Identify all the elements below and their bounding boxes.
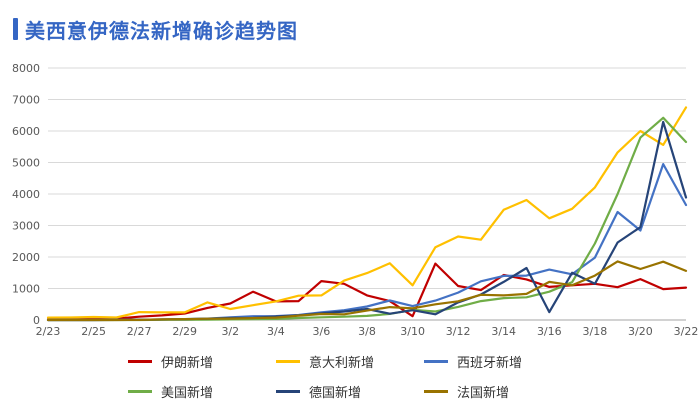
legend-label: 法国新增 [457,386,510,401]
legend-item: 德国新增 [276,382,424,401]
legend-marker [128,390,152,393]
y-axis-label: 2000 [12,251,40,264]
trend-chart: 0 1000 2000 3000 4000 5000 6000 7000 8000 2/23 2/2… [12,62,699,338]
legend-marker [424,360,448,363]
x-axis-label: 2/23 [36,325,61,338]
legend-marker [276,360,300,363]
x-axis-label: 3/8 [358,325,376,338]
y-axis-label: 7000 [12,94,40,107]
y-axis-label: 4000 [12,188,40,201]
series-line-意大利新增 [46,106,688,319]
legend-marker [128,360,152,363]
legend-label: 伊朗新增 [161,356,214,371]
x-axis-label: 2/25 [81,325,106,338]
legend: 伊朗新增 意大利新增 西班牙新增美国新增 德国新增 法国新增 [0,352,700,401]
y-axis-label: 5000 [12,157,40,170]
y-axis-label: 0 [33,314,40,327]
x-axis-label: 3/22 [674,325,699,338]
title-bar-decoration [13,18,18,40]
legend-label: 美国新增 [161,386,214,401]
legend-item: 西班牙新增 [424,352,572,371]
x-axis-label: 3/10 [400,325,425,338]
x-axis-label: 2/29 [172,325,197,338]
legend-label: 西班牙新增 [457,356,523,371]
x-axis-label: 3/2 [221,325,239,338]
y-axis-label: 6000 [12,125,40,138]
legend-item: 意大利新增 [276,352,424,371]
y-axis-label: 8000 [12,62,40,75]
y-axis-label: 3000 [12,220,40,233]
x-axis-label: 3/6 [313,325,331,338]
page-title: 美西意伊德法新增确诊趋势图 [25,18,298,43]
legend-label: 德国新增 [309,386,362,401]
x-axis-label: 2/27 [127,325,152,338]
series-line-西班牙新增 [46,162,688,322]
x-axis-label: 3/14 [491,325,516,338]
legend-label: 意大利新增 [309,356,375,371]
y-axis-label: 1000 [12,283,40,296]
chart-title-row: 美西意伊德法新增确诊趋势图 [0,0,700,43]
series-line-美国新增 [46,116,688,322]
series-line-德国新增 [46,120,688,322]
x-axis-label: 3/4 [267,325,285,338]
series-line-法国新增 [46,260,688,322]
x-axis-label: 3/18 [583,325,608,338]
legend-marker [424,390,448,393]
legend-marker [276,390,300,393]
series-line-伊朗新增 [46,262,688,321]
legend-item: 法国新增 [424,382,572,401]
x-axis-label: 3/12 [446,325,471,338]
x-axis-label: 3/16 [537,325,562,338]
legend-item: 美国新增 [128,382,276,401]
legend-item: 伊朗新增 [128,352,276,371]
x-axis-label: 3/20 [628,325,653,338]
